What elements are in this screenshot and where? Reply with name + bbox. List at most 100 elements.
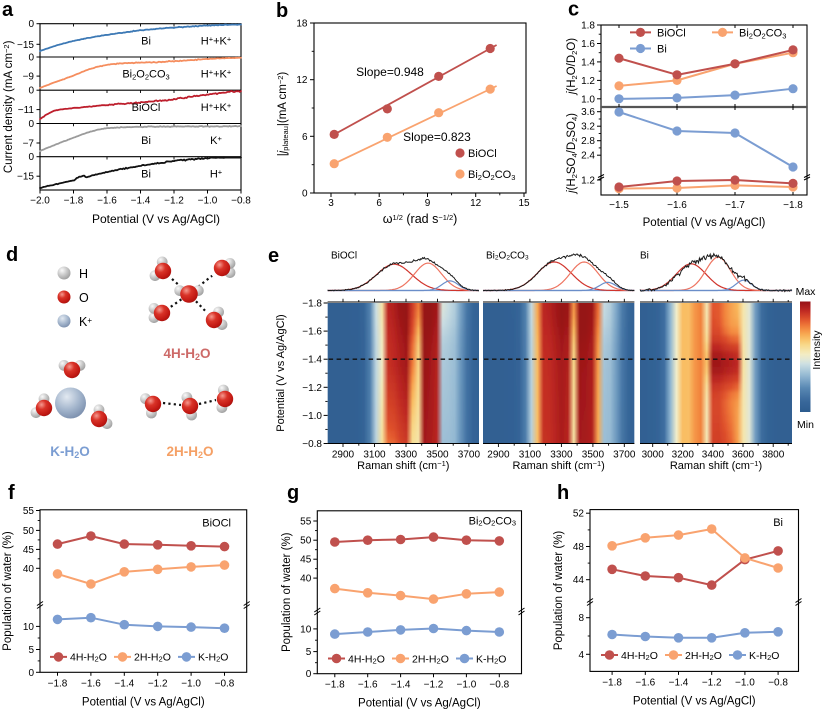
svg-text:Bi: Bi: [141, 135, 151, 147]
svg-text:−1.0: −1.0: [181, 678, 201, 689]
svg-text:50: 50: [23, 526, 35, 537]
svg-text:2H-H2O: 2H-H2O: [166, 444, 213, 460]
svg-text:3.2: 3.2: [581, 122, 595, 133]
svg-text:45: 45: [23, 545, 35, 556]
svg-text:−1.8: −1.8: [783, 200, 803, 211]
svg-text:−1.0: −1.0: [302, 411, 322, 422]
svg-text:1.2: 1.2: [581, 176, 595, 187]
svg-text:52: 52: [573, 509, 585, 520]
svg-text:−1.6: −1.6: [81, 678, 101, 689]
svg-text:Bi: Bi: [141, 35, 151, 47]
svg-text:H++K+: H++K+: [201, 68, 232, 81]
svg-text:−1.8: −1.8: [302, 299, 322, 310]
svg-text:3700: 3700: [613, 450, 636, 461]
svg-text:8: 8: [578, 613, 584, 624]
svg-text:a: a: [2, 0, 14, 21]
svg-text:−0.8: −0.8: [489, 680, 509, 691]
svg-text:b: b: [276, 0, 288, 22]
svg-text:2H-H2O: 2H-H2O: [685, 650, 722, 662]
svg-text:0: 0: [28, 19, 34, 30]
svg-text:Population of water (%): Population of water (%): [281, 532, 293, 652]
svg-text:−7: −7: [23, 139, 35, 150]
svg-text:Bi2O2CO3: Bi2O2CO3: [122, 69, 169, 82]
svg-text:Bi2O2CO3: Bi2O2CO3: [739, 27, 786, 40]
svg-text:−1.4: −1.4: [391, 680, 411, 691]
svg-text:0: 0: [28, 119, 34, 130]
svg-text:Potential (V vs Ag/AgCl): Potential (V vs Ag/AgCl): [275, 314, 287, 431]
svg-text:2H-H2O: 2H-H2O: [412, 653, 449, 665]
svg-text:H: H: [79, 267, 88, 281]
svg-text:d: d: [6, 244, 18, 266]
svg-text:f: f: [8, 482, 15, 504]
svg-text:−1.2: −1.2: [424, 680, 444, 691]
svg-text:−2.0: −2.0: [30, 196, 50, 207]
svg-text:6: 6: [302, 132, 308, 143]
svg-text:Potential (V vs Ag/AgCl): Potential (V vs Ag/AgCl): [92, 212, 220, 226]
svg-text:−1.4: −1.4: [114, 678, 134, 689]
svg-text:3.6: 3.6: [581, 107, 595, 118]
svg-text:4H-H2O: 4H-H2O: [70, 652, 107, 664]
svg-text:K-H2O: K-H2O: [476, 653, 506, 665]
svg-text:2H-H2O: 2H-H2O: [134, 652, 171, 664]
svg-text:4H-H2O: 4H-H2O: [348, 653, 385, 665]
svg-text:9: 9: [425, 198, 431, 209]
svg-text:3600: 3600: [732, 450, 755, 461]
svg-text:1.6: 1.6: [581, 39, 595, 50]
svg-text:Potential (V vs Ag/AgCl): Potential (V vs Ag/AgCl): [643, 217, 766, 229]
svg-text:j(H2O/D2O): j(H2O/D2O): [566, 38, 579, 96]
svg-text:g: g: [287, 482, 299, 504]
svg-text:−0.8: −0.8: [768, 677, 788, 688]
svg-text:0: 0: [28, 152, 34, 163]
svg-text:Potential (V vs Ag/AgCl): Potential (V vs Ag/AgCl): [358, 698, 481, 710]
svg-text:3000: 3000: [642, 450, 665, 461]
svg-text:40: 40: [23, 564, 35, 575]
svg-text:Raman shift (cm−1): Raman shift (cm−1): [670, 459, 762, 472]
svg-text:40: 40: [300, 574, 312, 585]
svg-text:−1.6: −1.6: [358, 680, 378, 691]
svg-text:3200: 3200: [672, 450, 695, 461]
svg-text:−1.4: −1.4: [302, 355, 322, 366]
svg-text:−1.8: −1.8: [64, 196, 84, 207]
svg-text:K-H2O: K-H2O: [749, 650, 779, 662]
svg-text:Bi: Bi: [141, 168, 151, 180]
svg-text:−1.6: −1.6: [635, 677, 655, 688]
svg-text:e: e: [268, 245, 279, 267]
svg-text:5: 5: [28, 645, 34, 656]
svg-text:0: 0: [28, 668, 34, 679]
svg-text:3300: 3300: [395, 450, 418, 461]
svg-text:45: 45: [300, 555, 312, 566]
svg-text:4: 4: [578, 650, 584, 661]
svg-text:BiOCl: BiOCl: [202, 518, 231, 530]
svg-text:BiOCl: BiOCl: [657, 27, 686, 39]
svg-text:−11: −11: [18, 105, 35, 116]
svg-text:BiOCl: BiOCl: [132, 102, 161, 114]
svg-text:5: 5: [306, 647, 312, 658]
svg-text:−9: −9: [23, 72, 35, 83]
svg-text:1.2: 1.2: [581, 76, 595, 87]
svg-text:−1.2: −1.2: [302, 383, 322, 394]
svg-text:0: 0: [302, 189, 308, 200]
svg-text:2900: 2900: [487, 450, 510, 461]
svg-text:Slope=0.823: Slope=0.823: [403, 130, 471, 144]
svg-text:−1.5: −1.5: [609, 200, 629, 211]
svg-text:6: 6: [376, 198, 382, 209]
svg-text:0: 0: [28, 53, 34, 64]
svg-text:−1.8: −1.8: [48, 678, 68, 689]
svg-text:Raman shift (cm−1): Raman shift (cm−1): [513, 459, 605, 472]
svg-text:Intensity: Intensity: [811, 330, 823, 370]
svg-text:10: 10: [300, 624, 312, 635]
svg-text:Max: Max: [796, 286, 817, 298]
svg-text:2.8: 2.8: [581, 136, 595, 147]
svg-text:55: 55: [23, 506, 35, 517]
svg-text:0: 0: [28, 86, 34, 97]
svg-text:12: 12: [470, 198, 482, 209]
svg-text:1.4: 1.4: [581, 57, 595, 68]
svg-text:15: 15: [518, 198, 530, 209]
svg-text:4H-H2O: 4H-H2O: [163, 346, 210, 362]
svg-text:H++K+: H++K+: [201, 101, 232, 114]
svg-text:2.4: 2.4: [581, 151, 595, 162]
svg-text:4H-H2O: 4H-H2O: [621, 650, 658, 662]
svg-text:2900: 2900: [332, 450, 355, 461]
svg-text:Population of water (%): Population of water (%): [553, 531, 565, 651]
svg-text:−1.0: −1.0: [457, 680, 477, 691]
